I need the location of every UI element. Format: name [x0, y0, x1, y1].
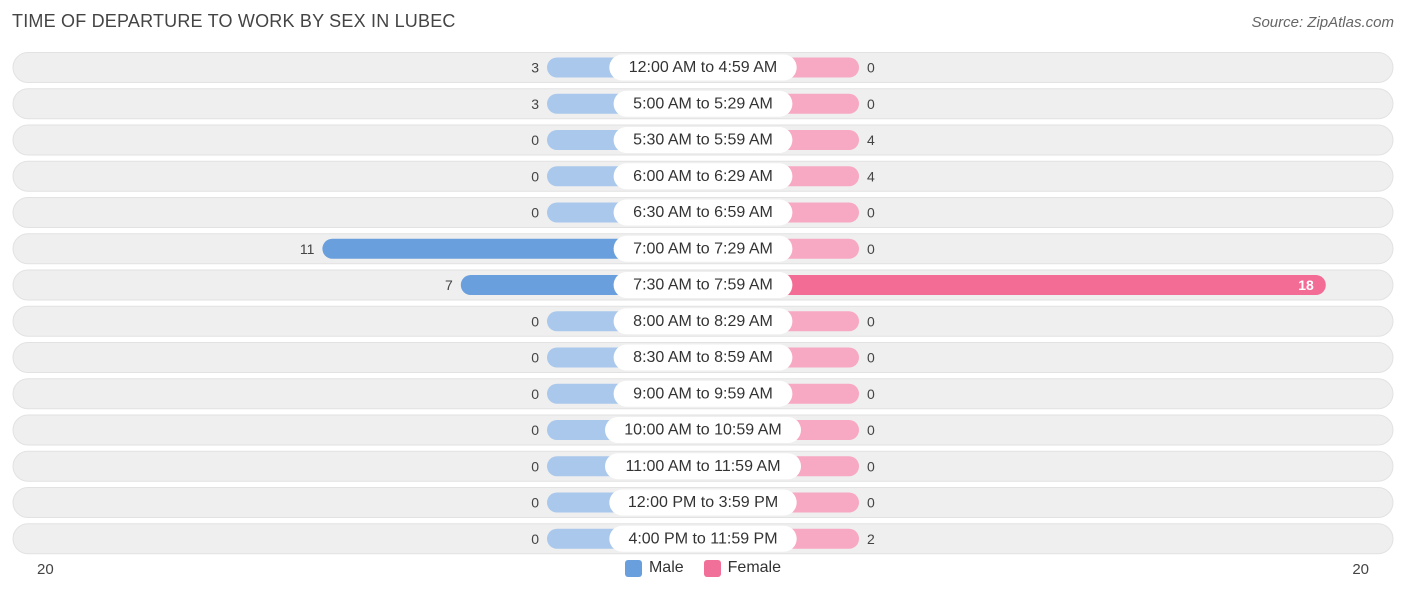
category-label: 10:00 AM to 10:59 AM: [624, 422, 781, 439]
data-label-male: 0: [531, 350, 539, 366]
legend-label-male: Male: [648, 559, 684, 576]
axis-label-right: 20: [1352, 561, 1369, 578]
category-label-bg: [613, 199, 793, 226]
data-label-female: 4: [867, 168, 875, 184]
data-label-female: 4: [867, 132, 875, 148]
category-label-bg: [613, 272, 793, 298]
category-label: 7:30 AM to 7:59 AM: [633, 277, 773, 294]
data-label-female: 0: [867, 458, 875, 474]
legend-swatch-female: [703, 559, 721, 577]
category-label: 8:00 AM to 8:29 AM: [633, 313, 773, 330]
category-label: 5:30 AM to 5:59 AM: [633, 132, 773, 149]
data-label-female: 0: [867, 350, 875, 366]
category-label-bg: [609, 525, 797, 552]
chart-source: Source: ZipAtlas.com: [1251, 14, 1394, 31]
category-label-bg: [605, 417, 801, 443]
category-label-bg: [609, 54, 797, 81]
data-label-female: 18: [1298, 277, 1314, 293]
category-label: 4:00 PM to 11:59 PM: [628, 530, 777, 547]
chart-title: TIME OF DEPARTURE TO WORK BY SEX IN LUBE…: [12, 11, 456, 31]
category-label-bg: [613, 308, 793, 335]
category-label-bg: [613, 163, 793, 190]
data-label-female: 0: [867, 241, 875, 257]
category-label: 11:00 AM to 11:59 AM: [625, 458, 780, 475]
bar-male: [322, 238, 703, 259]
legend-item-female: Female: [703, 559, 782, 577]
data-label-female: 0: [867, 60, 875, 76]
category-label-bg: [609, 489, 797, 516]
data-label-male: 3: [531, 60, 539, 76]
category-label: 6:30 AM to 6:59 AM: [633, 204, 773, 221]
bar-female: [703, 275, 1326, 295]
legend-item-male: Male: [624, 559, 684, 577]
data-label-male: 0: [531, 422, 539, 438]
axis-label-left: 20: [37, 561, 54, 578]
data-label-male: 0: [531, 132, 539, 148]
category-label: 6:00 AM to 6:29 AM: [633, 168, 773, 185]
category-label-bg: [613, 380, 793, 407]
data-label-female: 0: [867, 495, 875, 511]
data-label-male: 11: [300, 241, 315, 257]
data-label-male: 3: [531, 96, 539, 112]
data-label-male: 0: [531, 205, 539, 221]
category-label: 12:00 AM to 4:59 AM: [629, 59, 778, 76]
category-label: 5:00 AM to 5:29 AM: [633, 95, 773, 112]
data-label-male: 0: [531, 168, 539, 184]
category-label-bg: [613, 344, 793, 371]
data-label-female: 2: [867, 531, 875, 547]
category-label-bg: [613, 90, 793, 117]
data-label-male: 0: [531, 386, 539, 402]
legend-label-female: Female: [727, 559, 782, 576]
data-label-male: 0: [531, 531, 539, 547]
data-label-female: 0: [867, 313, 875, 329]
data-label-male: 7: [445, 277, 453, 293]
category-label-bg: [613, 235, 793, 262]
data-label-male: 0: [531, 313, 539, 329]
category-label: 9:00 AM to 9:59 AM: [633, 385, 773, 402]
category-label: 12:00 PM to 3:59 PM: [628, 494, 778, 511]
data-label-female: 0: [867, 422, 875, 438]
data-label-female: 0: [867, 386, 875, 402]
legend: Male Female: [0, 559, 1406, 577]
category-label: 8:30 AM to 8:59 AM: [633, 349, 773, 366]
data-label-female: 0: [867, 205, 875, 221]
category-label: 7:00 AM to 7:29 AM: [633, 240, 773, 257]
legend-swatch-male: [624, 559, 642, 577]
category-label-bg: [605, 453, 801, 480]
category-label-bg: [613, 127, 793, 153]
data-label-female: 0: [867, 96, 875, 112]
data-label-male: 0: [531, 458, 539, 474]
data-label-male: 0: [531, 495, 539, 511]
